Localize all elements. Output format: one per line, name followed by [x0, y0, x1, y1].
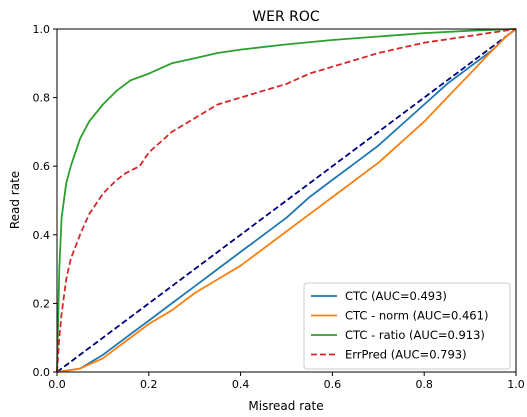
- legend-entry: CTC (AUC=0.493): [345, 289, 447, 303]
- legend-box: [303, 282, 511, 370]
- x-axis-label: Misread rate: [248, 399, 323, 413]
- legend-entry: CTC - ratio (AUC=0.913): [345, 328, 485, 342]
- plot-lines: [56, 28, 517, 373]
- y-axis-ticks: 0.0 0.2 0.4 0.6 0.8 1.0: [33, 23, 57, 379]
- series-line-3: [56, 28, 517, 373]
- x-tick-label: 0.8: [415, 378, 433, 391]
- x-tick-label: 0.4: [232, 378, 250, 391]
- y-tick-label: 1.0: [33, 23, 51, 36]
- chart-title: WER ROC: [252, 9, 320, 25]
- x-tick-label: 0.6: [324, 378, 342, 391]
- x-tick-label: 1.0: [507, 378, 525, 391]
- x-tick-label: 0.0: [48, 378, 66, 391]
- legend: CTC (AUC=0.493) CTC - norm (AUC=0.461) CTC…: [303, 282, 511, 370]
- plot-frame: [56, 28, 517, 373]
- series-line-0: [56, 28, 517, 373]
- y-tick-label: 0.4: [33, 229, 51, 242]
- y-tick-label: 0.2: [33, 297, 51, 310]
- legend-entry: ErrPred (AUC=0.793): [345, 348, 467, 362]
- y-tick-label: 0.8: [33, 92, 51, 105]
- series-line-2: [56, 28, 517, 373]
- y-tick-label: 0.6: [33, 160, 51, 173]
- x-axis-ticks: 0.0 0.2 0.4 0.6 0.8 1.0: [48, 372, 525, 391]
- legend-entry: CTC - norm (AUC=0.461): [345, 309, 488, 323]
- y-axis-label: Read rate: [8, 171, 22, 229]
- y-tick-label: 0.0: [33, 366, 51, 379]
- series-line-4: [56, 28, 517, 373]
- x-tick-label: 0.2: [140, 378, 158, 391]
- series-line-1: [56, 28, 517, 373]
